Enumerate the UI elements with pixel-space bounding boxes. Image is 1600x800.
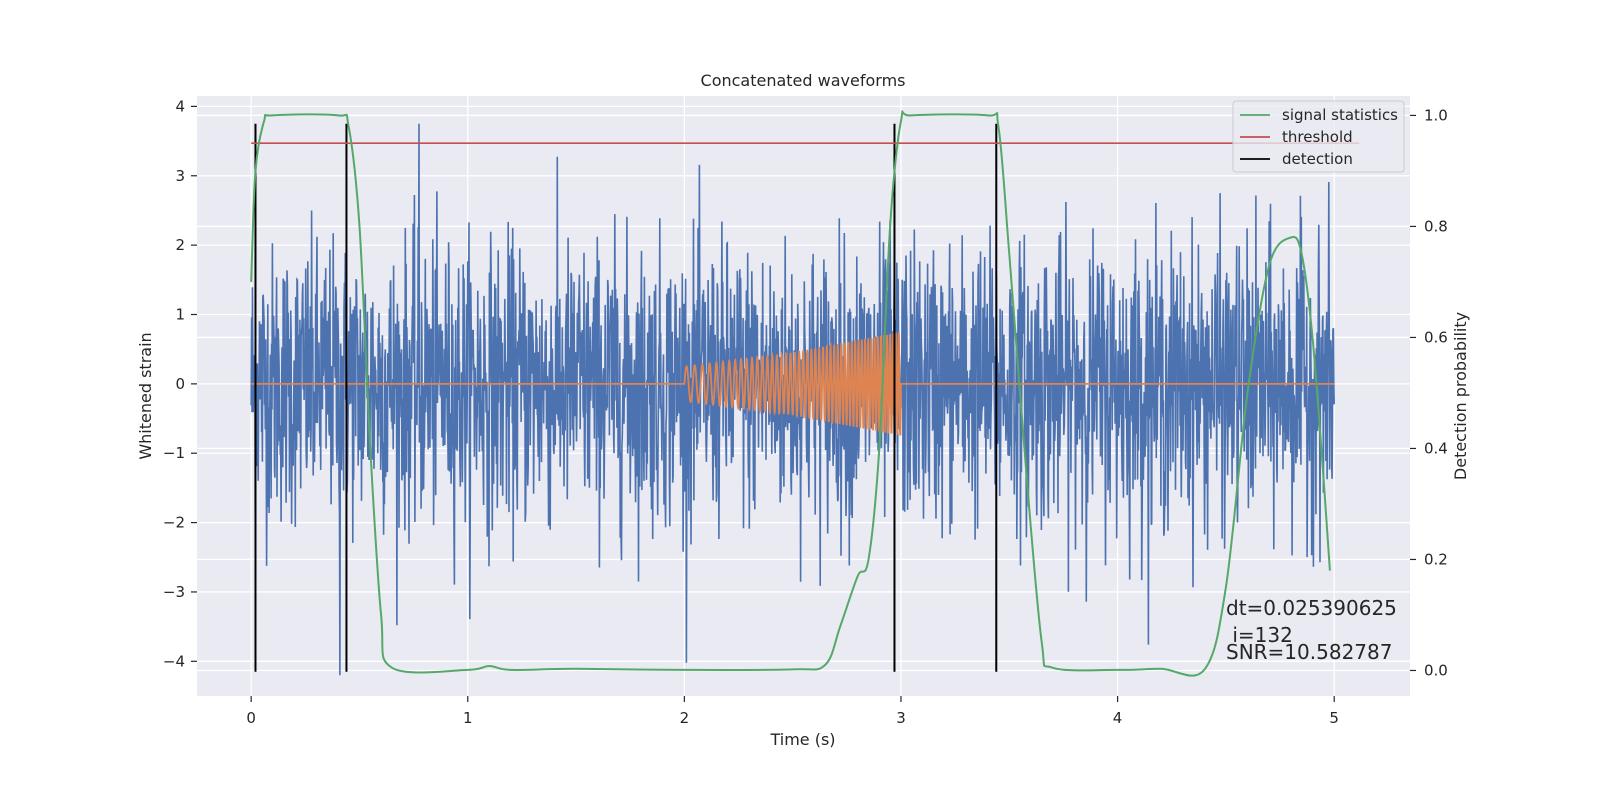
annotation-snr: SNR=10.582787 [1226,640,1392,664]
annotation-i: i=132 [1226,623,1293,647]
y2-tick-label-3: 0.6 [1424,328,1448,346]
y-tick-label-2: −2 [163,514,185,532]
y2-tick-label-0: 0.0 [1424,661,1448,679]
legend-label-threshold: threshold [1282,128,1353,146]
chart-title: Concatenated waveforms [701,71,906,90]
legend: signal statistics threshold detection [1232,100,1405,173]
legend-label-signal-statistics: signal statistics [1282,106,1398,124]
x-tick-label-1: 1 [463,709,473,727]
x-tick-label-5: 5 [1329,709,1339,727]
y2-axis-label: Detection probability [1451,312,1470,480]
annotation-dt: dt=0.025390625 [1226,596,1397,620]
y-tick-label-4: 0 [175,375,185,393]
y2-axis-ticks: 0.0 0.2 0.4 0.6 0.8 1.0 [1410,106,1448,679]
y-tick-label-3: −1 [163,444,185,462]
x-tick-label-0: 0 [246,709,256,727]
y2-tick-label-1: 0.2 [1424,550,1448,568]
y-tick-label-8: 4 [175,97,185,115]
legend-label-detection: detection [1282,150,1353,168]
y-tick-label-5: 1 [175,305,185,323]
x-tick-label-4: 4 [1113,709,1123,727]
y-axis-label: Whitened strain [136,332,155,459]
x-axis-ticks: 0 1 2 3 4 5 [246,696,1339,727]
y-tick-label-7: 3 [175,167,185,185]
x-tick-label-2: 2 [680,709,690,727]
template-line [251,332,1335,436]
y2-tick-label-4: 0.8 [1424,217,1448,235]
y2-tick-label-5: 1.0 [1424,106,1448,124]
legend-box [1232,100,1405,173]
x-tick-label-3: 3 [896,709,906,727]
template-series [251,332,1335,436]
y-axis-ticks: −4 −3 −2 −1 0 1 2 3 4 [163,97,197,670]
y-tick-label-1: −3 [163,583,185,601]
x-axis-label: Time (s) [769,730,835,749]
signal-statistics-series [250,110,1331,677]
signal-statistics-line [250,110,1331,677]
y2-tick-label-2: 0.4 [1424,439,1448,457]
y-tick-label-6: 2 [175,236,185,254]
detection-lines [254,123,998,672]
y-tick-label-0: −4 [163,652,185,670]
